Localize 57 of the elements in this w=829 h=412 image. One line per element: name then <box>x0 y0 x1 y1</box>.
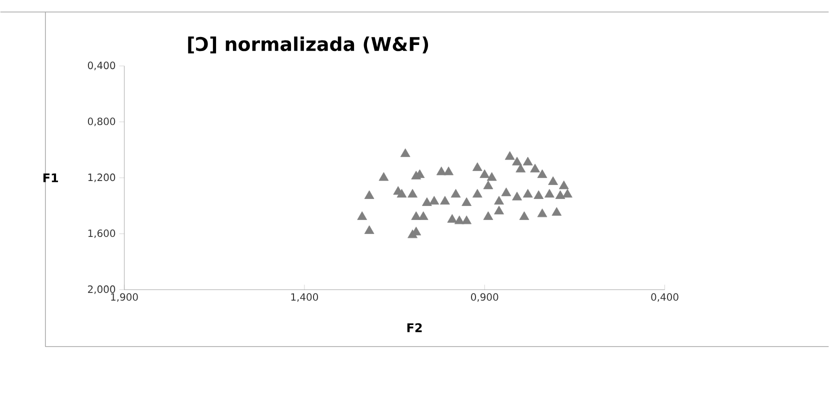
x-tick-label: 0,400 <box>651 293 678 302</box>
point <box>357 212 368 220</box>
point <box>364 226 374 234</box>
point <box>558 180 569 190</box>
point <box>462 198 472 206</box>
point <box>552 207 562 216</box>
x-tick-label: 0,900 <box>471 293 498 302</box>
point <box>447 214 458 223</box>
point <box>537 170 548 178</box>
chart-title: [Ɔ] normalizada (W&F) <box>188 36 428 54</box>
point <box>472 189 482 198</box>
point <box>548 176 558 186</box>
x-tick-label: 1,900 <box>111 293 138 302</box>
y-tick-label: 1,600 <box>88 230 116 238</box>
point <box>555 190 566 200</box>
point <box>483 180 494 190</box>
point <box>462 216 472 224</box>
point <box>454 216 464 224</box>
y-tick-label: 1,200 <box>88 174 116 182</box>
point <box>400 148 410 158</box>
point <box>436 166 446 176</box>
point <box>378 172 389 181</box>
y-tick-label: 0,800 <box>88 118 116 126</box>
point <box>364 190 374 200</box>
point <box>544 189 554 198</box>
x-axis-title: F2 <box>407 323 422 332</box>
point <box>534 190 544 200</box>
point <box>512 192 522 201</box>
point <box>486 172 497 181</box>
point <box>450 189 461 198</box>
y-tick-label: 2,000 <box>88 286 116 294</box>
point <box>530 164 540 173</box>
point <box>504 151 515 160</box>
point <box>537 208 548 218</box>
point <box>472 162 482 172</box>
point <box>411 212 422 220</box>
point <box>519 212 530 220</box>
x-tick-label: 1,400 <box>291 293 318 302</box>
point <box>494 196 504 205</box>
y-tick-label: 0,400 <box>88 62 116 70</box>
point <box>562 189 572 198</box>
point <box>444 166 454 176</box>
point <box>516 164 526 173</box>
point <box>396 189 407 198</box>
point <box>494 206 504 215</box>
point <box>483 212 494 220</box>
point <box>522 156 533 166</box>
point <box>480 170 490 178</box>
point <box>440 196 450 205</box>
point <box>512 156 522 166</box>
point <box>501 188 512 196</box>
point <box>418 212 428 220</box>
point <box>408 189 418 198</box>
point <box>429 196 440 205</box>
y-axis-title: F1 <box>43 174 58 182</box>
point <box>422 198 432 206</box>
point <box>522 189 533 198</box>
